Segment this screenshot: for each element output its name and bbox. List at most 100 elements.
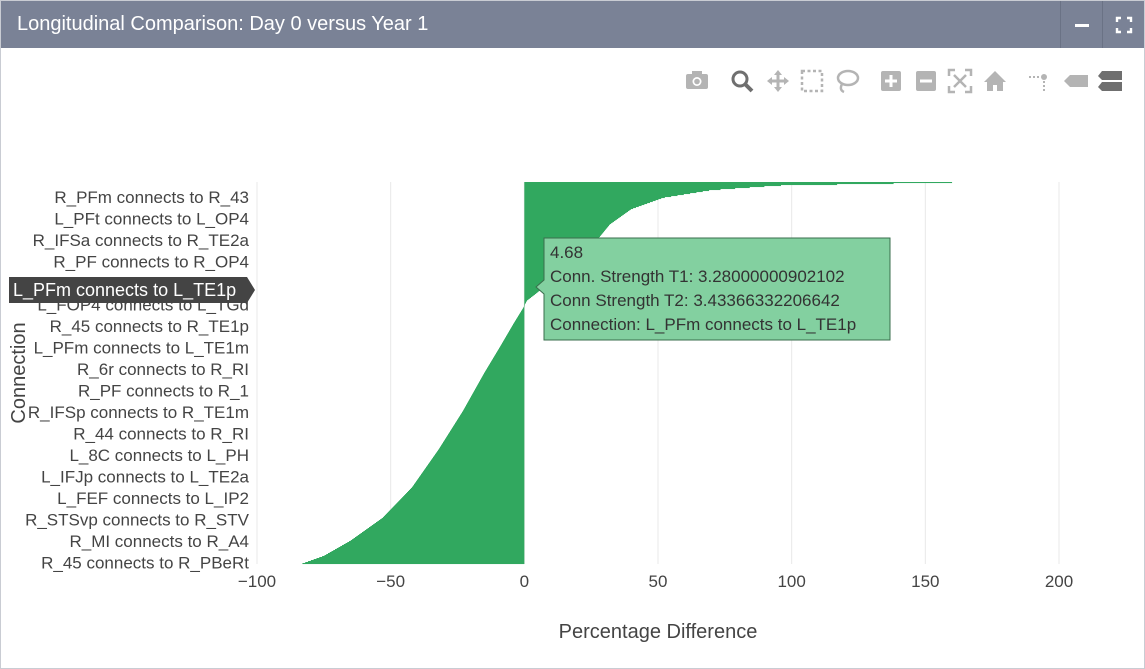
- bar[interactable]: [510, 328, 525, 330]
- bar[interactable]: [490, 362, 525, 364]
- bar[interactable]: [350, 540, 525, 542]
- bar[interactable]: [481, 377, 525, 379]
- bar[interactable]: [416, 481, 525, 483]
- bar[interactable]: [336, 548, 525, 550]
- bar[interactable]: [491, 360, 525, 362]
- bar[interactable]: [524, 227, 608, 229]
- bar[interactable]: [514, 321, 525, 323]
- bar[interactable]: [367, 528, 525, 530]
- bar[interactable]: [443, 441, 525, 443]
- bar[interactable]: [466, 404, 525, 406]
- bar[interactable]: [440, 446, 525, 448]
- bar[interactable]: [486, 369, 525, 371]
- bar[interactable]: [512, 325, 525, 327]
- bar[interactable]: [506, 336, 525, 338]
- autoscale-icon[interactable]: Autoscale: [947, 68, 973, 94]
- bar[interactable]: [418, 477, 525, 479]
- bar[interactable]: [511, 326, 525, 328]
- bar[interactable]: [524, 217, 620, 219]
- bar[interactable]: [484, 372, 525, 374]
- bar[interactable]: [432, 457, 525, 459]
- bar[interactable]: [439, 447, 525, 449]
- bar[interactable]: [335, 549, 525, 551]
- bar[interactable]: [508, 331, 525, 333]
- bar[interactable]: [524, 212, 627, 214]
- bar[interactable]: [489, 364, 525, 366]
- bar[interactable]: [472, 394, 525, 396]
- bar[interactable]: [492, 358, 525, 360]
- bar[interactable]: [477, 385, 525, 387]
- bar[interactable]: [520, 312, 525, 314]
- bar[interactable]: [524, 231, 605, 233]
- bar[interactable]: [503, 340, 525, 342]
- bar[interactable]: [518, 315, 525, 317]
- bar[interactable]: [425, 468, 525, 470]
- bar[interactable]: [524, 197, 665, 199]
- bar[interactable]: [524, 218, 619, 220]
- bar[interactable]: [326, 554, 525, 556]
- zoom-out-icon[interactable]: Zoom out: [916, 71, 936, 91]
- bar[interactable]: [415, 482, 525, 484]
- bar[interactable]: [524, 220, 616, 222]
- bar[interactable]: [524, 203, 648, 205]
- bar[interactable]: [519, 314, 525, 316]
- bar[interactable]: [524, 206, 639, 208]
- bar[interactable]: [473, 391, 525, 393]
- bar[interactable]: [516, 318, 525, 320]
- bar[interactable]: [446, 436, 525, 438]
- bar[interactable]: [454, 424, 525, 426]
- bar[interactable]: [524, 192, 697, 194]
- bar[interactable]: [524, 287, 544, 289]
- bar[interactable]: [480, 380, 525, 382]
- bar[interactable]: [524, 234, 602, 236]
- bar[interactable]: [524, 202, 650, 204]
- bar[interactable]: [459, 416, 525, 418]
- bar[interactable]: [501, 343, 525, 345]
- lasso-select-icon[interactable]: Lasso Select: [836, 69, 860, 94]
- bar[interactable]: [465, 406, 525, 408]
- bar[interactable]: [508, 332, 525, 334]
- bar[interactable]: [524, 233, 603, 235]
- bar[interactable]: [425, 467, 525, 469]
- bar[interactable]: [524, 187, 750, 189]
- bar[interactable]: [524, 305, 525, 307]
- bar[interactable]: [511, 327, 525, 329]
- bar[interactable]: [524, 188, 736, 190]
- bar[interactable]: [385, 514, 525, 516]
- bar[interactable]: [524, 294, 535, 296]
- bar[interactable]: [406, 493, 525, 495]
- bar[interactable]: [456, 421, 525, 423]
- box-select-icon[interactable]: Box Select: [800, 69, 824, 93]
- bar[interactable]: [476, 387, 525, 389]
- zoom-icon[interactable]: Zoom: [731, 70, 754, 93]
- bar[interactable]: [354, 537, 525, 539]
- maximize-button[interactable]: [1102, 1, 1144, 48]
- bar[interactable]: [474, 390, 525, 392]
- bar[interactable]: [448, 433, 525, 435]
- bar[interactable]: [524, 230, 605, 232]
- bar[interactable]: [524, 290, 540, 292]
- bar[interactable]: [413, 485, 525, 487]
- bar[interactable]: [524, 282, 550, 284]
- bar[interactable]: [393, 506, 525, 508]
- bar[interactable]: [524, 222, 613, 224]
- bar[interactable]: [347, 542, 525, 544]
- bar[interactable]: [451, 429, 525, 431]
- reset-axes-icon[interactable]: Reset axes: [984, 71, 1006, 91]
- bar[interactable]: [408, 491, 525, 493]
- bar[interactable]: [402, 497, 525, 499]
- bar[interactable]: [381, 518, 525, 520]
- bar[interactable]: [455, 422, 525, 424]
- bar[interactable]: [503, 341, 525, 343]
- bar[interactable]: [524, 224, 610, 226]
- bar[interactable]: [437, 450, 525, 452]
- bar[interactable]: [460, 415, 525, 417]
- bar[interactable]: [481, 378, 525, 380]
- bar[interactable]: [401, 498, 525, 500]
- bar[interactable]: [364, 530, 525, 532]
- bar[interactable]: [442, 443, 525, 445]
- bar[interactable]: [524, 207, 636, 209]
- bar[interactable]: [448, 434, 525, 436]
- bar[interactable]: [471, 395, 525, 397]
- bar[interactable]: [404, 495, 525, 497]
